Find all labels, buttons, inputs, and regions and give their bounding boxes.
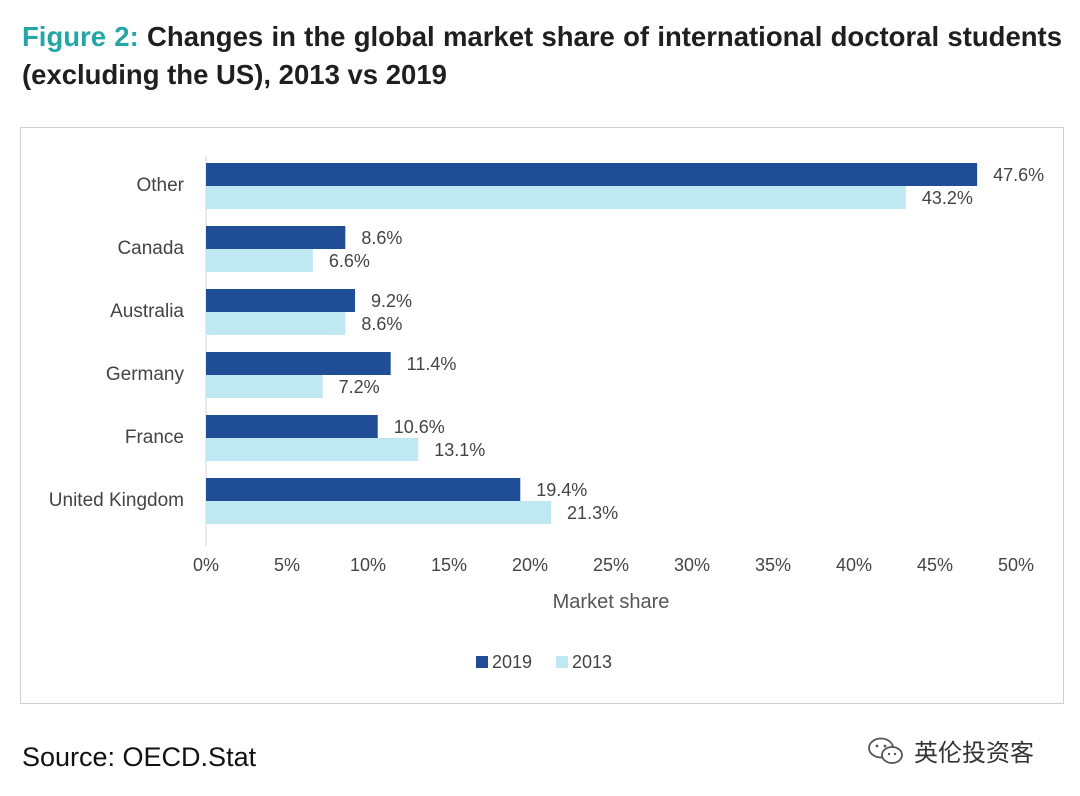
figure-title-text: Changes in the global market share of in… [22, 21, 1062, 90]
data-label-2013: 43.2% [922, 188, 973, 208]
data-label-2013: 21.3% [567, 503, 618, 523]
x-tick-label: 30% [674, 555, 710, 575]
x-tick-label: 40% [836, 555, 872, 575]
bar-2013 [206, 312, 346, 335]
x-tick-label: 0% [193, 555, 219, 575]
x-tick-label: 50% [998, 555, 1034, 575]
bar-2019 [206, 289, 356, 312]
figure-title: Figure 2: Changes in the global market s… [22, 18, 1062, 94]
category-label: Canada [117, 238, 184, 259]
category-label: Australia [110, 301, 184, 322]
category-label: United Kingdom [49, 490, 184, 511]
source-note: Source: OECD.Stat [22, 742, 257, 772]
wechat-icon [866, 736, 906, 766]
chart-panel: Other 47.6% 43.2% Canada 8.6% 6.6% Australia 9.… [20, 127, 1064, 704]
category-label: France [125, 427, 184, 448]
bar-2013 [206, 501, 552, 524]
bar-chart: Other 47.6% 43.2% Canada 8.6% 6.6% Australia 9.… [49, 156, 1044, 672]
bar-2013 [206, 375, 323, 398]
figure-label: Figure 2: [22, 21, 139, 52]
legend-swatch-2013 [556, 656, 568, 668]
x-tick-label: 45% [917, 555, 953, 575]
data-label-2013: 13.1% [434, 440, 485, 460]
bar-2019 [206, 226, 346, 249]
category-label: Other [136, 175, 184, 196]
data-label-2019: 11.4% [407, 354, 457, 374]
data-label-2019: 47.6% [993, 165, 1044, 185]
legend-label-2019: 2019 [492, 652, 532, 672]
x-tick-label: 5% [274, 555, 300, 575]
data-label-2019: 9.2% [371, 291, 412, 311]
x-tick-label: 15% [431, 555, 467, 575]
data-label-2019: 8.6% [361, 228, 402, 248]
bar-2013 [206, 249, 313, 272]
data-label-2013: 6.6% [329, 251, 370, 271]
bar-2019 [206, 352, 391, 375]
legend-label-2013: 2013 [572, 652, 612, 672]
bar-2019 [206, 415, 378, 438]
x-tick-label: 25% [593, 555, 629, 575]
bar-2013 [206, 438, 419, 461]
bar-2013 [206, 186, 906, 209]
category-label: Germany [106, 364, 185, 385]
watermark: 英伦投资客 [866, 733, 1034, 768]
legend-swatch-2019 [476, 656, 488, 668]
bar-2019 [206, 478, 521, 501]
data-label-2019: 10.6% [394, 417, 445, 437]
x-tick-label: 10% [350, 555, 386, 575]
watermark-text: 英伦投资客 [914, 740, 1034, 767]
data-label-2019: 19.4% [536, 480, 587, 500]
x-tick-label: 35% [755, 555, 791, 575]
x-axis-title: Market share [553, 591, 670, 613]
x-tick-label: 20% [512, 555, 548, 575]
data-label-2013: 7.2% [339, 377, 380, 397]
bar-2019 [206, 163, 978, 186]
data-label-2013: 8.6% [361, 314, 402, 334]
